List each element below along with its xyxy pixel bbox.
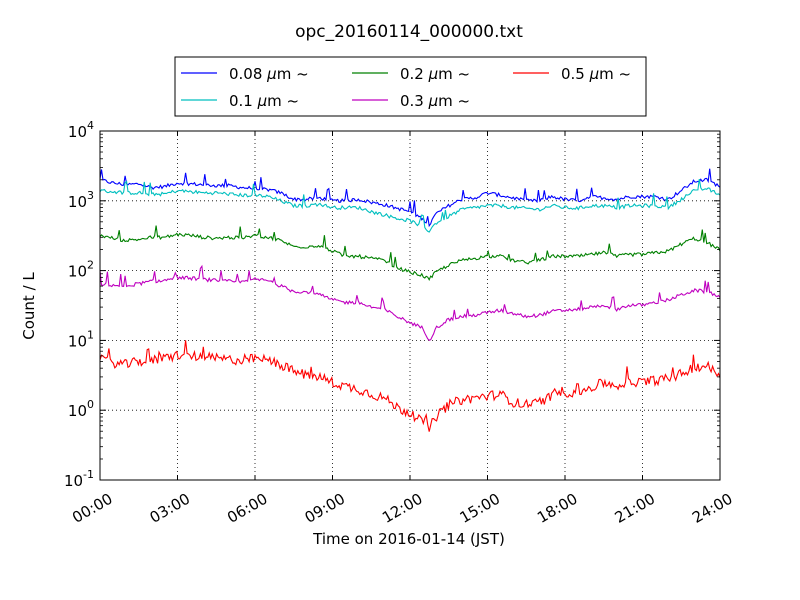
- legend-label: 0.08 μm ~: [229, 65, 309, 83]
- series-line: [99, 225, 721, 281]
- y-axis-label: Count / L: [20, 272, 38, 340]
- y-tick-label: 100: [68, 398, 94, 420]
- series-line: [99, 264, 721, 341]
- series-lines: [99, 168, 721, 432]
- y-tick-label: 101: [68, 328, 94, 350]
- gridlines: [100, 131, 720, 480]
- legend-label: 0.5 μm ~: [561, 65, 631, 83]
- y-tick-label: 103: [68, 189, 94, 211]
- plot-area: [99, 130, 721, 481]
- y-tick-label: 104: [68, 119, 94, 141]
- x-axis-label: Time on 2016-01-14 (JST): [312, 530, 505, 548]
- series-line: [99, 168, 721, 228]
- legend-box: [174, 56, 647, 117]
- y-tick-labels: 10-1 100 101 102 103 104: [64, 119, 94, 490]
- series-line: [99, 179, 721, 233]
- legend-label: 0.1 μm ~: [229, 92, 299, 110]
- legend: 0.08 μm ~ 0.1 μm ~ 0.2 μm ~ 0.3 μm ~ 0.5 μm …: [174, 56, 647, 117]
- chart-title: opc_20160114_000000.txt: [295, 22, 523, 42]
- y-tick-label: 10-1: [64, 468, 94, 490]
- series-line: [99, 340, 721, 432]
- y-tick-label: 102: [68, 259, 94, 281]
- legend-label: 0.2 μm ~: [400, 65, 470, 83]
- plot-background: [100, 131, 720, 480]
- legend-label: 0.3 μm ~: [400, 92, 470, 110]
- axis-ticks: [99, 130, 721, 481]
